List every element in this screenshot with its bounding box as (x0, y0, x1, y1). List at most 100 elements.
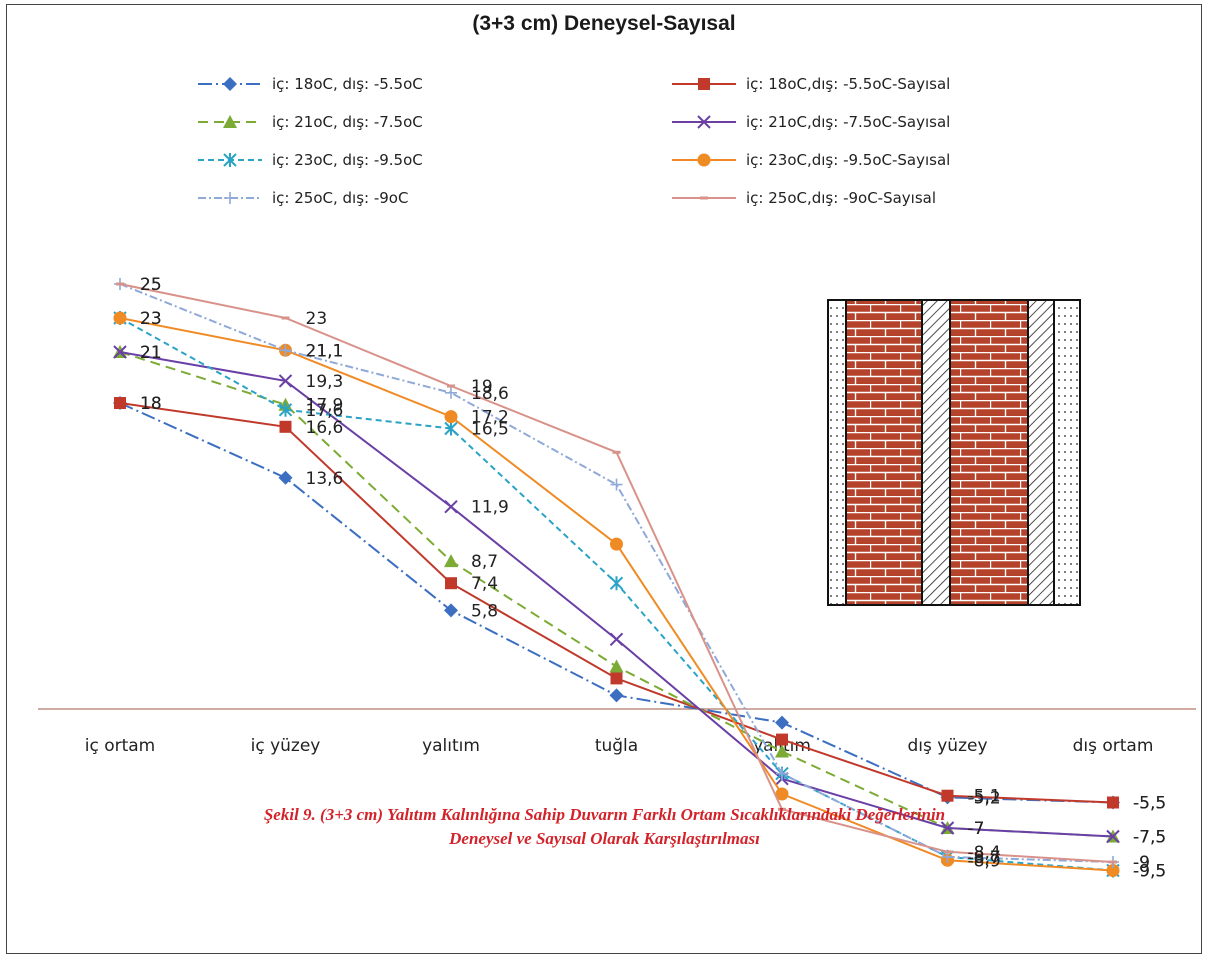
legend-marker (223, 115, 237, 128)
data-label: -8,4 (968, 843, 1001, 863)
data-point (609, 688, 624, 703)
data-label: -9,5 (1133, 862, 1166, 882)
data-point (609, 576, 624, 591)
legend-marker (224, 192, 236, 204)
data-point (775, 715, 789, 730)
legend-item: iç: 23oC, dış: -9.5oC (198, 151, 423, 169)
wall-section-diagram (827, 299, 1081, 606)
data-point (610, 478, 623, 491)
data-label: -7 (968, 819, 985, 839)
category-label: yalıtım (422, 736, 480, 756)
legend-label: iç: 25oC, dış: -9oC (272, 189, 408, 207)
data-label: -8,9 (968, 851, 1001, 871)
category-label: dış ortam (1073, 736, 1154, 756)
data-point (114, 397, 126, 409)
data-label: 17,2 (471, 408, 509, 428)
data-label: -8,7 (968, 848, 1001, 868)
data-point (278, 470, 293, 485)
data-point (609, 659, 624, 673)
data-point (610, 537, 623, 551)
legend-label: iç: 18oC, dış: -5.5oC (272, 75, 423, 93)
legend-item: iç: 23oC,dış: -9.5oC-Sayısal (672, 151, 950, 169)
chart-legend: iç: 18oC, dış: -5.5oC iç: 18oC,dış: -5.5o… (198, 75, 950, 207)
insulation-layer (921, 299, 951, 606)
data-label: 21,1 (306, 341, 344, 361)
data-point (445, 386, 457, 399)
data-label: -5,1 (968, 787, 1001, 807)
data-label: 19 (471, 377, 493, 397)
data-label: 11,9 (471, 498, 509, 518)
data-point (444, 499, 458, 514)
legend-label: iç: 23oC, dış: -9.5oC (272, 151, 423, 169)
data-label: 16,6 (306, 418, 344, 438)
data-label: 19,3 (306, 372, 344, 392)
legend-label: iç: 21oC,dış: -7.5oC-Sayısal (746, 113, 950, 131)
data-label: 17,6 (306, 401, 344, 421)
category-label: dış yüzey (907, 736, 987, 756)
data-point (113, 311, 127, 325)
series-2 (114, 397, 1119, 809)
plaster-layer (1053, 299, 1081, 606)
legend-item: iç: 25oC,dış: -9oC-Sayısal (672, 189, 936, 207)
data-point (775, 787, 789, 801)
data-label: -5,2 (968, 788, 1001, 808)
data-point (776, 733, 788, 746)
data-point (941, 789, 954, 802)
chart-title: (3+3 cm) Deneysel-Sayısal (472, 12, 735, 35)
series-8 (116, 282, 1117, 864)
data-label: 25 (140, 275, 162, 295)
data-label: 8,7 (471, 552, 498, 572)
data-label: 7,4 (471, 574, 498, 594)
data-label: 18 (140, 394, 162, 414)
caption-line-1: Şekil 9. (3+3 cm) Yalıtım Kalınlığına Sa… (263, 805, 946, 824)
plaster-layer (827, 299, 847, 606)
legend-item: iç: 18oC,dış: -5.5oC-Sayısal (672, 75, 950, 93)
figure-caption: Şekil 9. (3+3 cm) Yalıtım Kalınlığına Sa… (0, 803, 1209, 851)
data-point (447, 384, 455, 388)
data-label: -9,5 (1133, 862, 1166, 882)
data-label: 18,6 (471, 384, 509, 404)
data-point (612, 450, 621, 454)
series-layer (113, 278, 1120, 878)
data-label: -9 (1133, 853, 1150, 873)
data-point (1106, 864, 1120, 877)
data-point (278, 374, 293, 388)
data-point (940, 821, 955, 835)
legend-label: iç: 23oC,dış: -9.5oC-Sayısal (746, 151, 950, 169)
category-label: iç yüzey (251, 736, 321, 756)
insulation-layer (1027, 299, 1055, 606)
data-point (1107, 796, 1119, 809)
data-label: 17,9 (306, 396, 344, 416)
data-label: -8,7 (968, 848, 1001, 868)
brick-layer (845, 299, 923, 606)
data-point (610, 672, 623, 685)
data-point (281, 316, 290, 320)
data-point (279, 344, 292, 357)
data-label: 25 (140, 275, 162, 295)
data-label: -7,5 (1133, 828, 1166, 848)
category-label: iç ortam (85, 736, 156, 756)
data-point (444, 421, 458, 436)
data-point (278, 402, 293, 417)
data-label: 23 (140, 309, 162, 329)
caption-line-2: Deneysel ve Sayısal Olarak Karşılaştırıl… (449, 829, 760, 848)
data-label: 23 (306, 309, 328, 329)
legend-marker (697, 115, 711, 129)
data-label: -7,5 (1133, 828, 1166, 848)
legend-marker (700, 196, 708, 200)
legend-item: iç: 21oC,dış: -7.5oC-Sayısal (672, 113, 950, 131)
data-point (776, 767, 788, 780)
data-point (775, 744, 789, 758)
data-label: -5,5 (1133, 794, 1166, 814)
legend-label: iç: 25oC,dış: -9oC-Sayısal (746, 189, 936, 207)
data-point (943, 850, 952, 854)
data-point (444, 410, 458, 424)
data-point (1106, 829, 1120, 844)
legend-item: iç: 25oC, dış: -9oC (198, 189, 408, 207)
legend-label: iç: 21oC, dış: -7.5oC (272, 113, 423, 131)
data-label: -7 (968, 819, 985, 839)
legend-marker (223, 77, 237, 91)
data-point (1109, 860, 1117, 864)
